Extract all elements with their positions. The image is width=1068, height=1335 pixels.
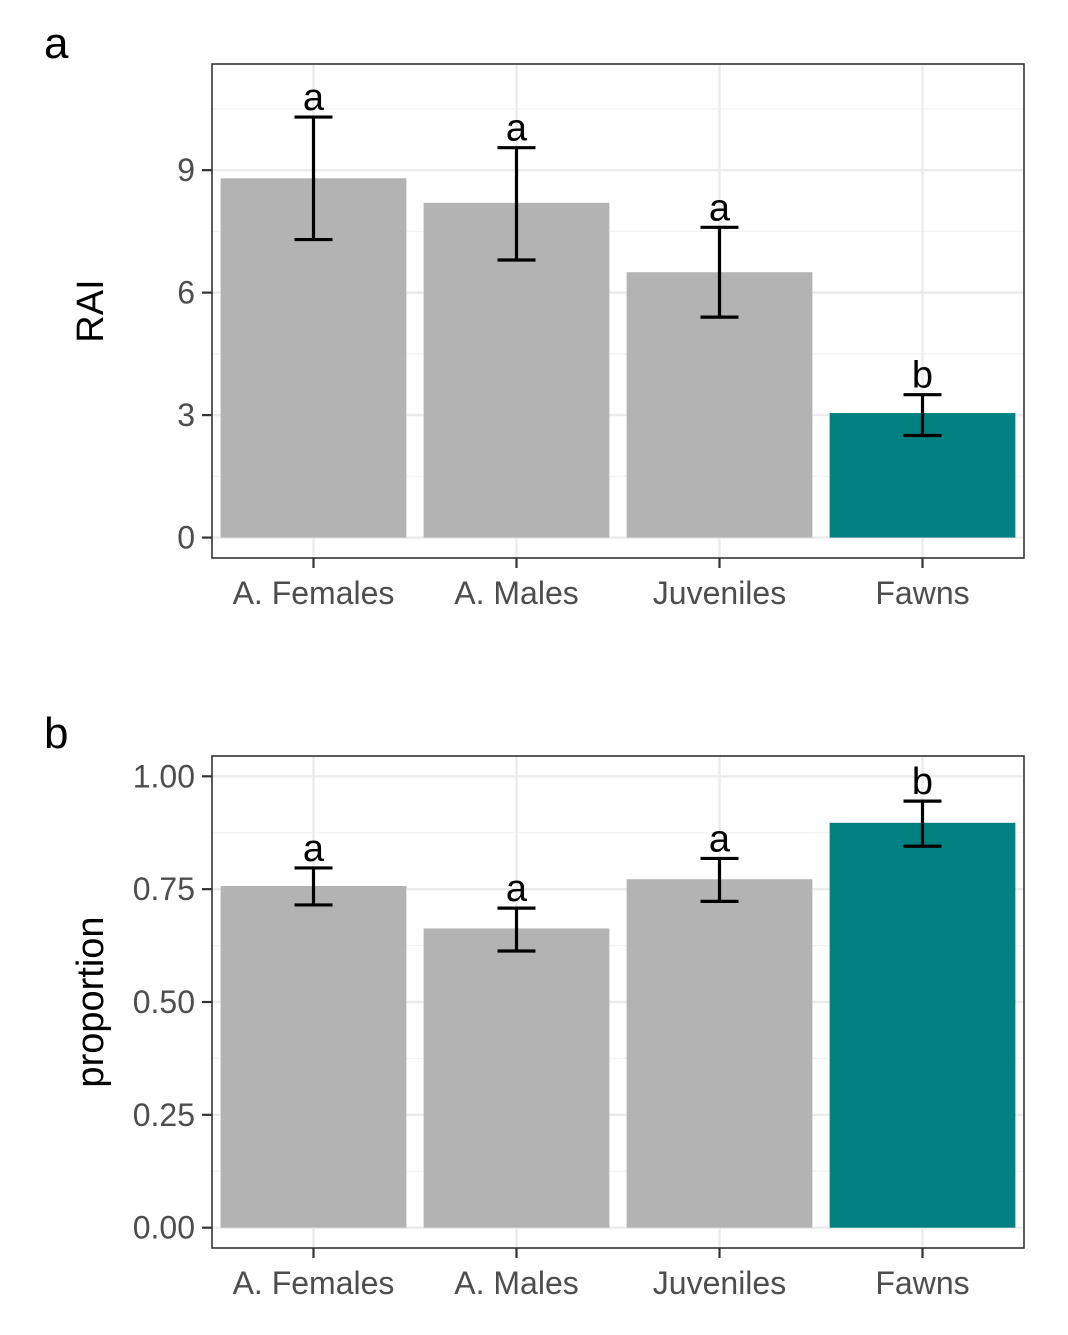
error-bar bbox=[903, 799, 942, 848]
x-tick-label: Fawns bbox=[875, 1265, 969, 1301]
error-bar bbox=[700, 225, 739, 319]
error-bar bbox=[497, 146, 536, 262]
x-tick-label: Fawns bbox=[875, 575, 969, 611]
error-bar bbox=[903, 393, 942, 438]
bar-juveniles bbox=[626, 879, 813, 1228]
significance-letter: a bbox=[506, 108, 528, 150]
y-tick-label: 6 bbox=[177, 275, 195, 311]
error-bar bbox=[497, 906, 536, 953]
y-tick-label: 0 bbox=[177, 520, 195, 556]
x-tick-label: A. Males bbox=[454, 1265, 578, 1301]
x-tick-label: A. Males bbox=[454, 575, 578, 611]
significance-letter: a bbox=[506, 868, 528, 910]
y-tick-label: 9 bbox=[177, 152, 195, 188]
y-tick-label: 0.75 bbox=[133, 871, 195, 907]
significance-letter: b bbox=[912, 761, 933, 803]
error-bar bbox=[294, 115, 333, 242]
significance-letter: a bbox=[709, 187, 731, 229]
x-tick-label: A. Females bbox=[233, 1265, 395, 1301]
error-bar bbox=[294, 866, 333, 907]
y-tick-label: 1.00 bbox=[133, 758, 195, 794]
y-tick-label: 0.50 bbox=[133, 984, 195, 1020]
y-tick-label: 0.00 bbox=[133, 1210, 195, 1246]
x-tick-label: Juveniles bbox=[653, 1265, 786, 1301]
panel-tag: b bbox=[44, 709, 68, 758]
bar-a-females bbox=[220, 885, 407, 1228]
error-bar bbox=[700, 856, 739, 903]
significance-letter: a bbox=[303, 77, 325, 119]
bar-fawns bbox=[829, 822, 1016, 1228]
panel-b: b a a a b 0.00 0.25 0.50 0.75 1.00 A. Females A. Ma… bbox=[44, 709, 1025, 1301]
x-tick-label: A. Females bbox=[233, 575, 395, 611]
significance-letter: a bbox=[709, 818, 731, 860]
significance-letter: b bbox=[912, 355, 933, 397]
y-axis-title: RAI bbox=[70, 279, 112, 342]
y-axis-title: proportion bbox=[70, 916, 112, 1087]
x-tick-label: Juveniles bbox=[653, 575, 786, 611]
panel-tag: a bbox=[44, 19, 69, 68]
panel-border bbox=[211, 63, 1025, 559]
bar-a-males bbox=[423, 928, 610, 1228]
panel-a: a a a a b 0 3 6 9 A. Females A. Males Juveniles Fawn… bbox=[44, 19, 1025, 611]
significance-letter: a bbox=[303, 828, 325, 870]
y-tick-label: 3 bbox=[177, 397, 195, 433]
y-tick-label: 0.25 bbox=[133, 1097, 195, 1133]
